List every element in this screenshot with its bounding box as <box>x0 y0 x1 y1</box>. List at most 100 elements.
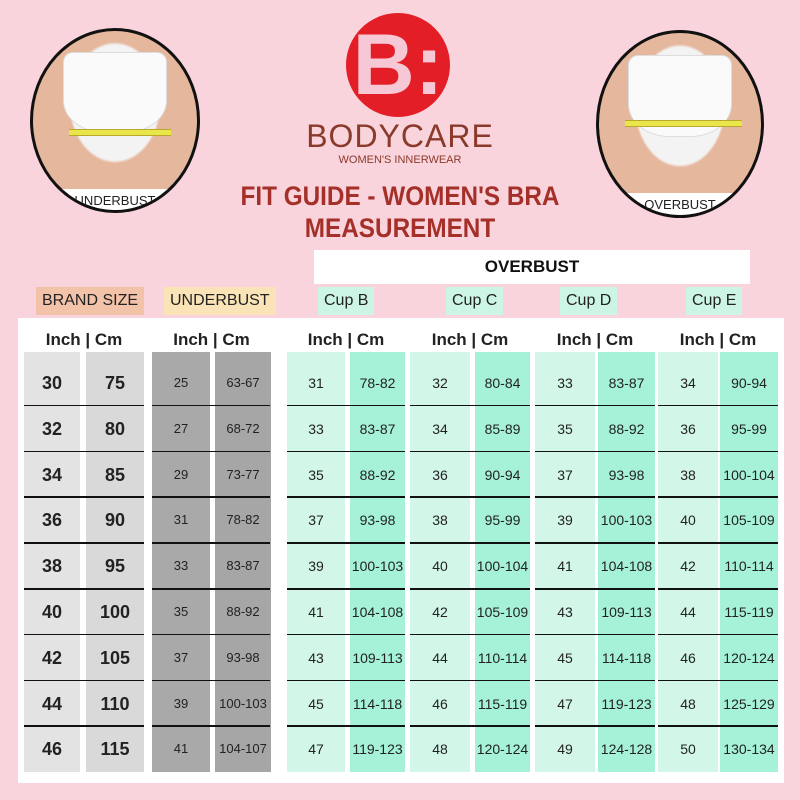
row-divider <box>658 679 778 682</box>
row-divider <box>535 633 655 636</box>
table-cell: 110-114 <box>477 649 528 666</box>
table-cell: 46 <box>680 649 696 666</box>
table-cell: 75 <box>104 373 126 393</box>
brand-logo: B: <box>346 13 450 117</box>
table-cell: 42 <box>680 558 696 575</box>
underbust-label: UNDERBUST <box>164 287 276 315</box>
table-cell: 88-92 <box>608 420 645 437</box>
table-cell: 78-82 <box>359 375 396 391</box>
table-cell: 93-98 <box>608 466 645 483</box>
row-divider <box>410 679 530 682</box>
cup-c-label: Cup C <box>446 287 504 315</box>
table-cell: 37 <box>173 649 189 665</box>
table-cell: 105-109 <box>723 512 775 529</box>
row-divider <box>24 588 144 590</box>
table-cell: 130-134 <box>723 741 775 758</box>
underbust-cm-column <box>215 352 271 772</box>
row-divider <box>152 725 270 727</box>
table-cell: 25 <box>173 375 189 390</box>
table-cell: 104-108 <box>351 604 404 620</box>
cup-c-unit-header: Inch | Cm <box>431 330 509 349</box>
table-cell: 29 <box>173 466 189 482</box>
table-cell: 44 <box>41 693 63 714</box>
row-divider <box>152 542 270 544</box>
cup-d-label: Cup D <box>560 287 618 315</box>
table-cell: 46 <box>41 739 63 760</box>
table-cell: 95-99 <box>731 420 767 437</box>
table-cell: 100-103 <box>219 695 267 711</box>
underbust-photo-label: UNDERBUST <box>33 189 197 210</box>
table-cell: 110-114 <box>724 558 774 575</box>
table-cell: 105-109 <box>476 604 529 620</box>
table-cell: 93-98 <box>359 512 396 529</box>
table-cell: 63-67 <box>226 375 260 390</box>
cup-b-label: Cup B <box>318 287 375 315</box>
row-divider <box>535 496 655 498</box>
row-divider <box>287 725 405 727</box>
table-cell: 115 <box>100 739 130 760</box>
table-cell: 44 <box>680 604 696 620</box>
measuring-tape <box>624 120 742 128</box>
brand-size-unit-header: Inch | Cm <box>45 330 123 349</box>
table-cell: 119-123 <box>352 741 403 758</box>
table-cell: 39 <box>308 558 324 575</box>
row-divider <box>658 588 778 590</box>
table-cell: 100-103 <box>351 558 404 575</box>
table-cell: 36 <box>432 466 448 483</box>
cup-c-cm-column <box>475 352 530 772</box>
table-cell: 40 <box>680 512 696 529</box>
row-divider <box>24 496 144 498</box>
table-cell: 34 <box>41 464 63 485</box>
table-cell: 90-94 <box>484 466 521 483</box>
row-divider <box>152 679 270 682</box>
row-divider <box>152 404 270 407</box>
row-divider <box>24 633 144 636</box>
row-divider <box>535 450 655 453</box>
table-cell: 27 <box>173 420 189 436</box>
table-cell: 120-124 <box>723 649 775 666</box>
measuring-tape <box>69 129 171 137</box>
table-cell: 31 <box>173 512 189 528</box>
table-cell: 83-87 <box>226 558 260 574</box>
table-cell: 33 <box>308 420 324 437</box>
table-cell: 36 <box>41 510 63 531</box>
row-divider <box>658 404 778 407</box>
bra-image <box>62 52 168 134</box>
row-divider <box>410 404 530 407</box>
row-divider <box>287 450 405 453</box>
table-cell: 90-94 <box>731 375 767 391</box>
overbust-header: OVERBUST <box>314 250 750 284</box>
table-cell: 114-118 <box>352 695 403 712</box>
table-cell: 124-128 <box>600 741 653 758</box>
table-cell: 109-113 <box>352 649 403 666</box>
table-cell: 32 <box>432 375 448 391</box>
page-title: FIT GUIDE - WOMEN'S BRA MEASUREMENT <box>211 180 589 244</box>
table-cell: 109-113 <box>601 604 652 620</box>
row-divider <box>24 450 144 453</box>
row-divider <box>152 450 270 453</box>
table-cell: 80-84 <box>484 375 521 391</box>
table-cell: 104-107 <box>219 741 267 757</box>
row-divider <box>410 542 530 544</box>
table-cell: 32 <box>41 418 63 439</box>
table-cell: 115-119 <box>724 604 774 620</box>
table-cell: 48 <box>432 741 448 758</box>
row-divider <box>658 633 778 636</box>
row-divider <box>535 404 655 407</box>
cup-b-unit-header: Inch | Cm <box>307 330 385 349</box>
underbust-photo: UNDERBUST <box>30 28 200 213</box>
table-cell: 50 <box>680 741 696 758</box>
cup-e-inch-column <box>658 352 718 772</box>
table-cell: 100 <box>99 602 131 622</box>
row-divider <box>658 725 778 727</box>
row-divider <box>287 542 405 544</box>
row-divider <box>658 450 778 453</box>
table-cell: 105 <box>99 647 131 668</box>
table-cell: 43 <box>557 604 573 620</box>
table-cell: 45 <box>557 649 573 666</box>
row-divider <box>410 633 530 636</box>
table-cell: 115-119 <box>477 695 528 712</box>
table-cell: 44 <box>432 649 448 666</box>
table-cell: 41 <box>557 558 573 575</box>
table-cell: 33 <box>557 375 573 391</box>
